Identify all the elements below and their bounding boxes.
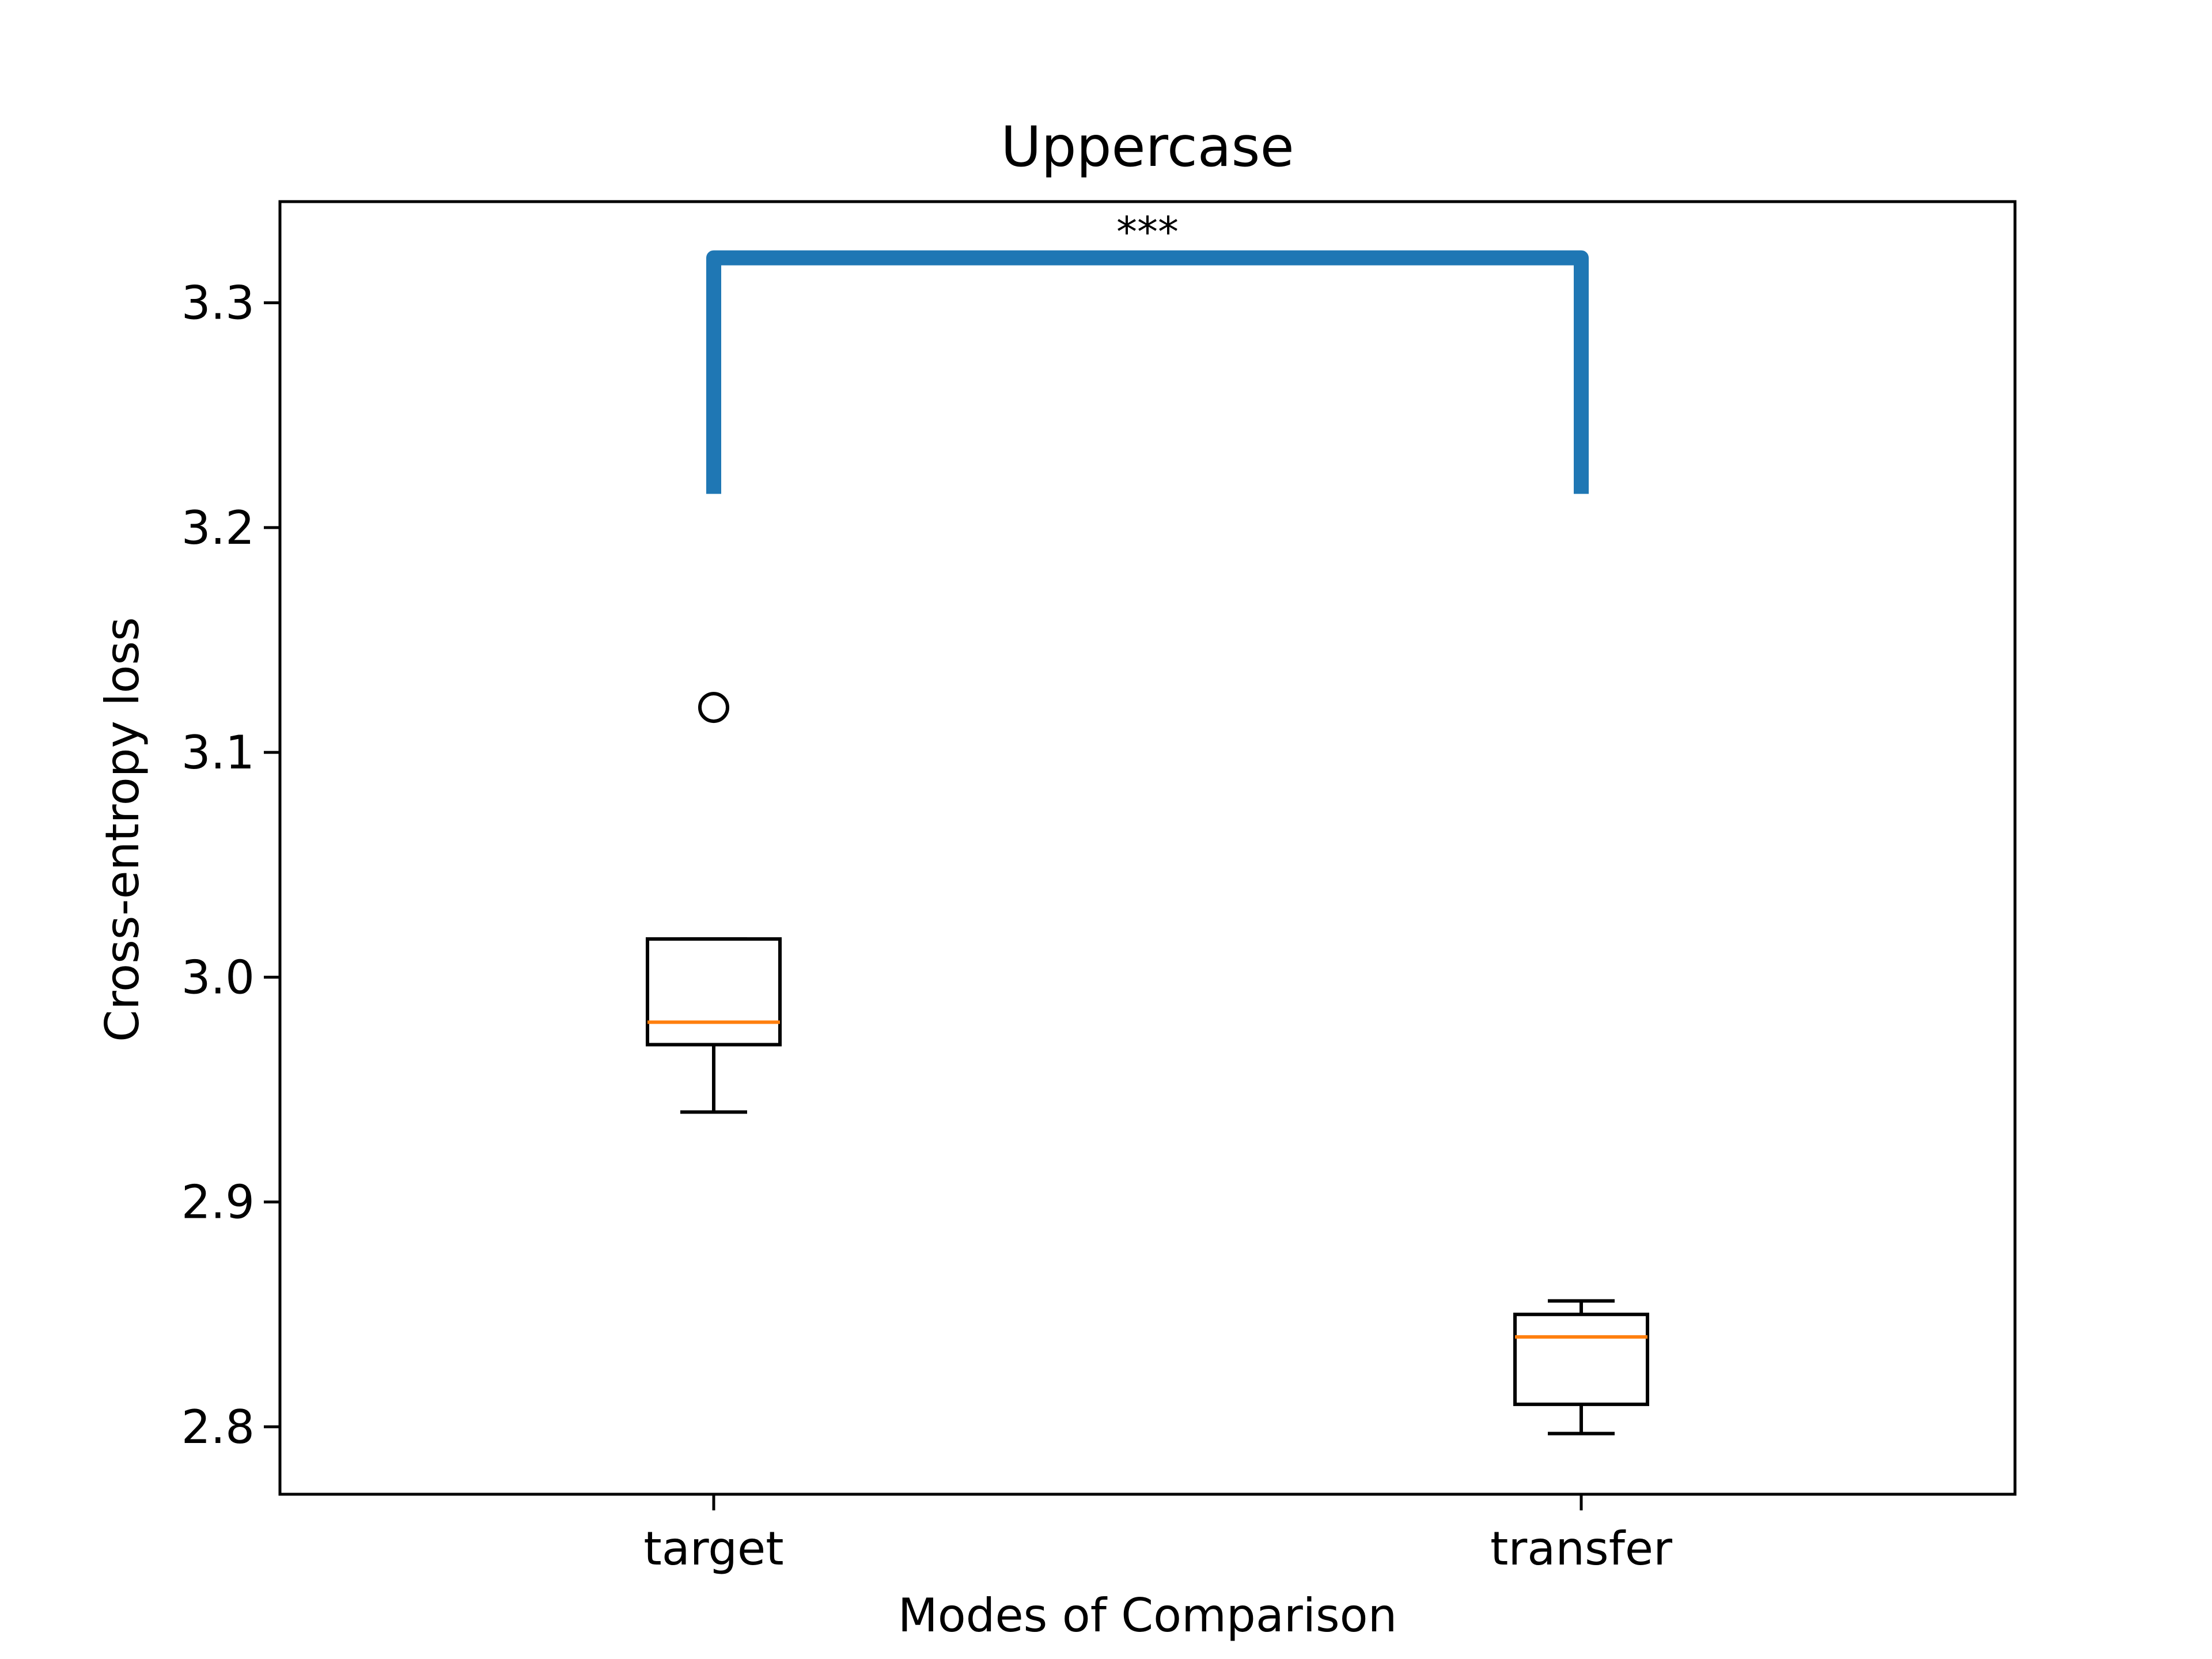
box-target (646, 937, 782, 1047)
y-tick-label: 3.2 (181, 501, 255, 555)
x-tick-label: transfer (1490, 1522, 1672, 1575)
outlier-point (698, 692, 729, 724)
y-tick-label: 3.1 (181, 726, 255, 779)
y-tick-label: 2.9 (181, 1176, 255, 1229)
significance-bracket (706, 250, 1589, 494)
significance-label: *** (1116, 208, 1179, 256)
plot-frame (278, 200, 2017, 1496)
x-tick-label: target (643, 1522, 783, 1575)
y-tick-label: 2.8 (181, 1400, 255, 1454)
plot-marks: 2.8 2.9 3.0 3.1 3.2 3.3 target transfer *** (181, 208, 1672, 1575)
y-tick-label: 3.3 (181, 276, 255, 330)
box-transfer (1513, 1312, 1649, 1406)
chart-title: Uppercase (1001, 115, 1294, 179)
y-axis-label: Cross-entropy loss (96, 617, 149, 1042)
y-tick-label: 3.0 (181, 950, 255, 1004)
x-axis-label: Modes of Comparison (898, 1589, 1397, 1642)
